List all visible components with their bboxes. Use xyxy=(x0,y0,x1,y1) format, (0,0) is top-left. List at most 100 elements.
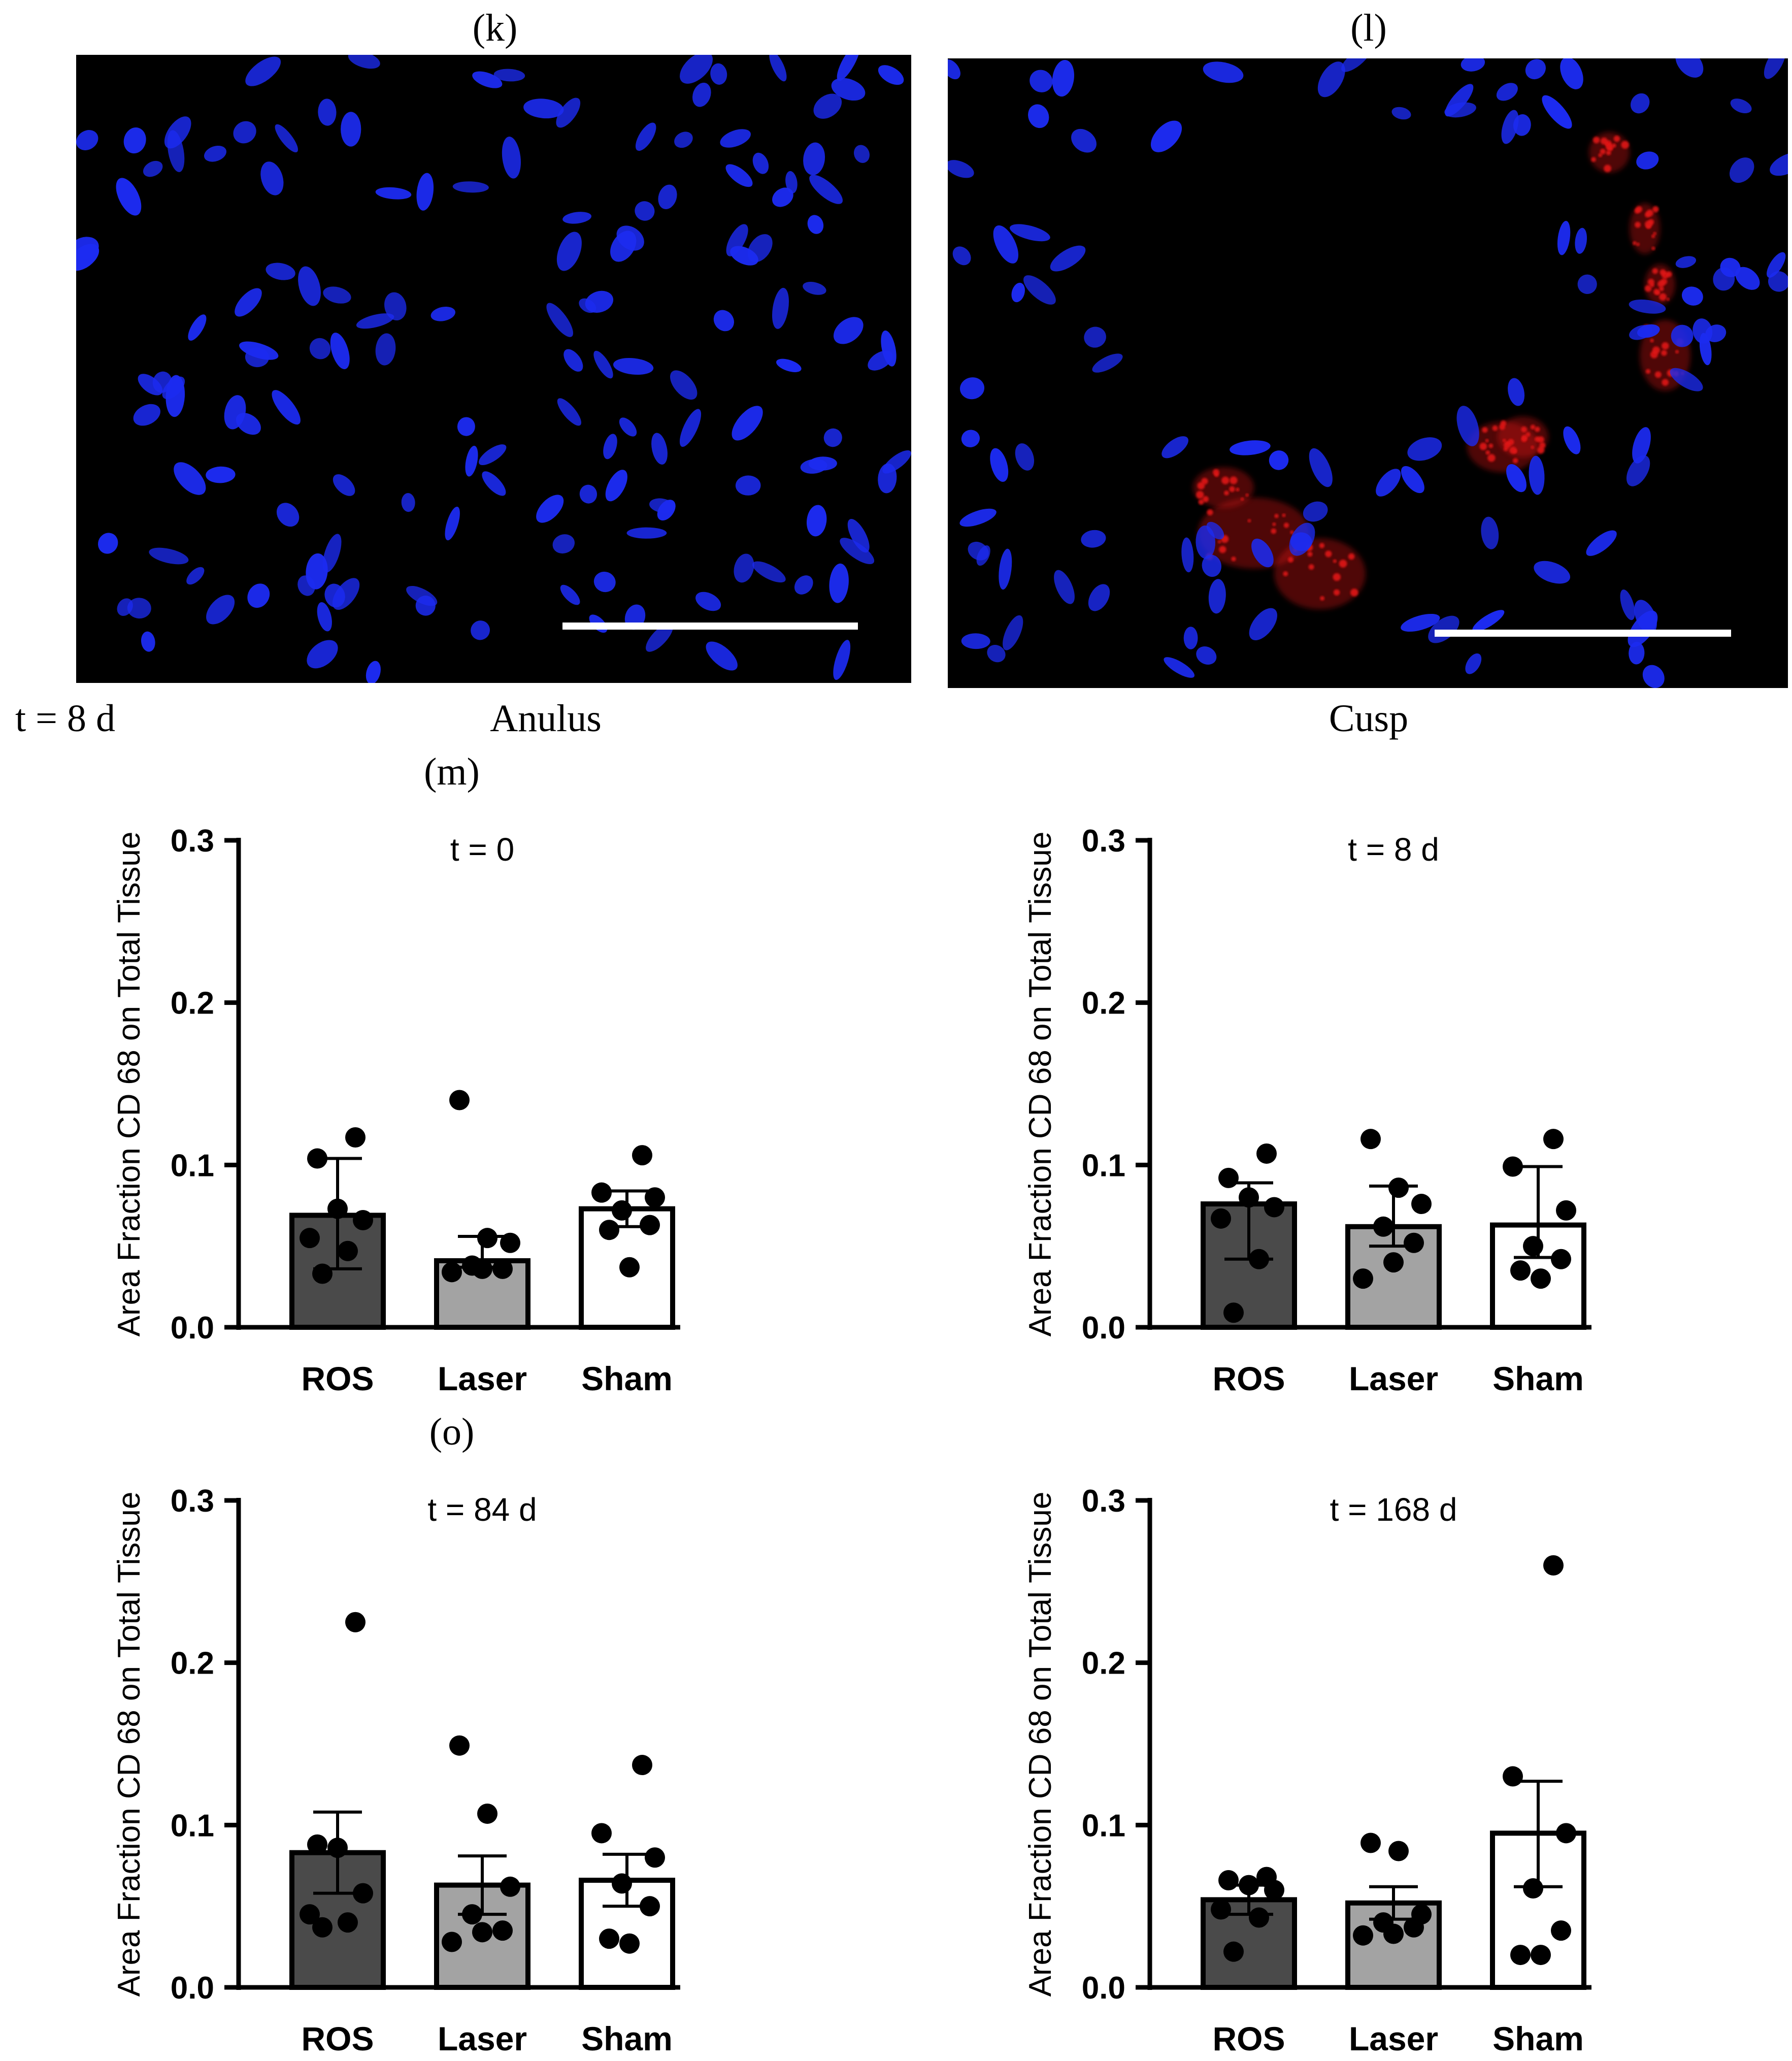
nucleus-mark xyxy=(452,181,489,193)
nucleus-mark xyxy=(959,377,985,400)
nucleus-mark xyxy=(1629,299,1666,314)
data-point xyxy=(327,1198,348,1219)
category-label: Sham xyxy=(1492,1360,1584,1397)
data-point xyxy=(1523,1236,1543,1257)
cd68-speck-mark xyxy=(1600,148,1606,155)
nucleus-mark xyxy=(415,596,436,616)
cd68-speck-mark xyxy=(1488,443,1494,448)
nucleus-mark xyxy=(1630,93,1650,114)
category-label: ROS xyxy=(1212,2020,1285,2057)
nucleus-mark xyxy=(1642,665,1665,688)
cd68-speck-mark xyxy=(1230,476,1238,484)
nucleus-mark xyxy=(695,592,721,611)
cd68-speck-mark xyxy=(1202,496,1209,503)
nucleus-mark xyxy=(959,508,997,527)
nucleus-mark xyxy=(1162,436,1188,459)
data-point xyxy=(345,1612,366,1632)
nucleus-mark xyxy=(1230,440,1271,455)
category-label: Laser xyxy=(1349,1360,1438,1397)
nucleus-mark xyxy=(987,644,1006,663)
nucleus-mark xyxy=(1629,641,1645,665)
nucleus-mark xyxy=(710,63,727,85)
nucleus-mark xyxy=(1563,426,1581,454)
nucleus-mark xyxy=(76,237,99,260)
nucleus-mark xyxy=(626,527,667,539)
data-point xyxy=(477,1228,497,1249)
data-point xyxy=(645,1847,665,1868)
cd68-speck-mark xyxy=(1207,509,1213,516)
nucleus-mark xyxy=(1015,443,1035,471)
cd68-speck-mark xyxy=(1659,286,1664,291)
nucleus-mark xyxy=(769,55,787,82)
nucleus-mark xyxy=(1317,61,1345,97)
nucleus-mark xyxy=(479,444,507,466)
data-point xyxy=(1353,1925,1373,1946)
cd68-speck-mark xyxy=(1221,476,1230,484)
data-point xyxy=(1383,1252,1404,1273)
nucleus-mark xyxy=(1557,220,1571,255)
cd68-speck-mark xyxy=(1485,439,1489,443)
cd68-speck-mark xyxy=(1500,420,1507,427)
nucleus-mark xyxy=(593,350,613,379)
nucleus-mark xyxy=(680,55,713,84)
nucleus-mark xyxy=(298,266,321,306)
data-point xyxy=(619,1933,640,1954)
nucleus-mark xyxy=(204,145,226,162)
nucleus-mark xyxy=(348,55,380,69)
nucleus-mark xyxy=(416,173,434,211)
data-point xyxy=(338,1240,358,1261)
cd68-speck-mark xyxy=(1271,528,1277,534)
cd68-speck-mark xyxy=(1675,350,1679,354)
data-point xyxy=(1223,1302,1244,1323)
cd68-speck-mark xyxy=(1530,424,1536,430)
nucleus-mark xyxy=(247,583,270,608)
nucleus-mark xyxy=(143,160,163,177)
data-point xyxy=(1373,1216,1393,1237)
data-point xyxy=(1543,1129,1564,1150)
nucleus-mark xyxy=(593,571,616,593)
cd68-speck-mark xyxy=(1613,136,1620,142)
data-point xyxy=(1411,1194,1432,1215)
cd68-speck-mark xyxy=(1218,540,1221,544)
nucleus-mark xyxy=(1050,245,1086,272)
nucleus-mark xyxy=(174,462,206,495)
data-point xyxy=(312,1263,333,1284)
nucleus-mark xyxy=(186,567,205,585)
caption-anulus: Anulus xyxy=(490,697,602,740)
category-label: ROS xyxy=(301,1360,374,1397)
nucleus-mark xyxy=(1203,61,1244,83)
nucleus-mark xyxy=(493,69,525,82)
nucleus-mark xyxy=(1681,286,1703,306)
cd68-speck-mark xyxy=(1636,206,1643,213)
data-point xyxy=(1211,1208,1231,1229)
nucleus-mark xyxy=(563,349,583,372)
nucleus-mark xyxy=(882,450,911,474)
cd68-speck-mark xyxy=(1645,220,1652,228)
nucleus-mark xyxy=(317,602,332,632)
nucleus-mark xyxy=(236,413,261,435)
nucleus-mark xyxy=(356,313,394,329)
data-point xyxy=(1264,1880,1284,1901)
nucleus-mark xyxy=(1407,437,1442,461)
cd68-speck-mark xyxy=(1650,339,1654,343)
nucleus-mark xyxy=(1529,455,1545,495)
nucleus-mark xyxy=(307,640,338,669)
nucleus-mark xyxy=(794,575,813,595)
nucleus-mark xyxy=(847,518,870,553)
data-point xyxy=(1404,1232,1424,1253)
data-point xyxy=(472,1922,492,1943)
nucleus-mark xyxy=(1011,282,1025,303)
nucleus-mark xyxy=(1456,406,1479,446)
nucleus-mark xyxy=(1092,353,1123,373)
cd68-speck-mark xyxy=(1652,206,1659,213)
nucleus-mark xyxy=(552,534,575,554)
data-point xyxy=(307,1148,327,1169)
nucleus-mark xyxy=(206,466,236,483)
nucleus-mark xyxy=(1181,537,1194,573)
cd68-signal-mark xyxy=(1198,498,1310,569)
data-point xyxy=(1218,1167,1239,1188)
nucleus-mark xyxy=(1770,152,1788,176)
data-point xyxy=(462,1904,482,1925)
nucleus-mark xyxy=(1465,653,1482,674)
cd68-speck-mark xyxy=(1662,342,1669,350)
